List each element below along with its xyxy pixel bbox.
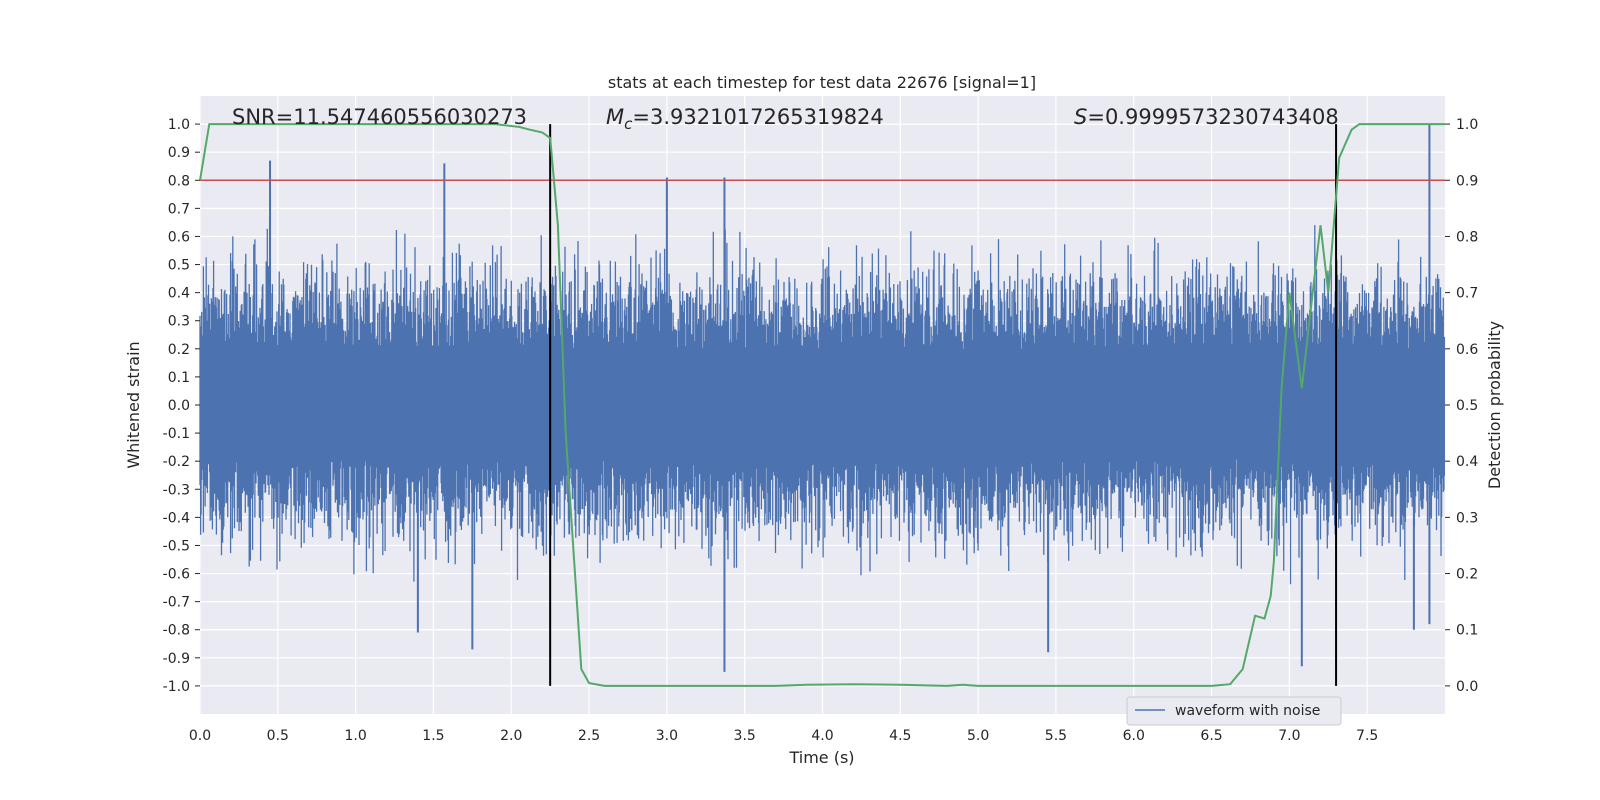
x-tick-label: 4.5 — [889, 728, 911, 744]
x-tick-label: 7.0 — [1278, 728, 1300, 744]
x-tick-label: 3.5 — [734, 728, 756, 744]
x-tick-label: 5.5 — [1045, 728, 1067, 744]
y-tick-label: 0.8 — [168, 173, 190, 189]
probability-series — [199, 123, 1445, 687]
x-tick-label: 7.5 — [1356, 728, 1378, 744]
y-ticks: 1.0 0.9 0.8 0.7 0.6 0.5 0.4 0.3 0.2 0.1 0.0 -0.1 -0.… — [163, 117, 200, 695]
y-tick-label: -0.8 — [163, 623, 190, 639]
chirp-mass-symbol: M — [606, 105, 624, 129]
s-annotation: S=0.9999573230743408 — [1074, 105, 1339, 129]
probability-line — [199, 123, 1445, 687]
y2-tick-label: 0.6 — [1456, 342, 1478, 358]
chirp-mass-subscript: c — [624, 115, 633, 133]
y2-tick-label: 0.2 — [1456, 567, 1478, 583]
x-tick-label: 3.0 — [656, 728, 678, 744]
x-tick-label: 1.5 — [422, 728, 444, 744]
y2-tick-label: 0.7 — [1456, 286, 1478, 302]
legend: waveform with noise — [1126, 696, 1342, 726]
y2-tick-label: 0.9 — [1456, 173, 1478, 189]
x-tick-label: 0.0 — [189, 728, 211, 744]
x-tick-label: 2.5 — [578, 728, 600, 744]
y-tick-label: 0.9 — [168, 145, 190, 161]
y-tick-label: -0.5 — [163, 538, 190, 554]
x-tick-label: 1.0 — [344, 728, 366, 744]
y-tick-label: 0.5 — [168, 258, 190, 274]
y-tick-label: 0.1 — [168, 370, 190, 386]
x-tick-label: 2.0 — [500, 728, 522, 744]
x-axis-label: Time (s) — [788, 748, 854, 767]
s-value: =0.9999573230743408 — [1087, 105, 1338, 129]
y-tick-label: -0.6 — [163, 567, 190, 583]
y-tick-label: 0.4 — [168, 286, 190, 302]
x-tick-label: 6.0 — [1123, 728, 1145, 744]
y2-tick-label: 0.5 — [1456, 398, 1478, 414]
y2-tick-label: 0.4 — [1456, 454, 1478, 470]
y2-tick-label: 0.1 — [1456, 623, 1478, 639]
x-tick-label: 0.5 — [267, 728, 289, 744]
y-tick-label: -0.4 — [163, 510, 190, 526]
chirp-mass-annotation: Mc=3.9321017265319824 — [606, 105, 884, 133]
y-tick-label: 0.0 — [168, 398, 190, 414]
y-tick-label: 0.6 — [168, 229, 190, 245]
y-tick-label: -0.7 — [163, 595, 190, 611]
y-tick-label: -0.9 — [163, 651, 190, 667]
y2-tick-label: 0.3 — [1456, 510, 1478, 526]
y2-ticks: 1.0 0.9 0.8 0.7 0.6 0.5 0.4 0.3 0.2 0.1 0.0 — [1445, 117, 1478, 695]
y-tick-label: 0.2 — [168, 342, 190, 358]
waveform-noise — [199, 217, 1446, 585]
y-tick-label: 0.3 — [168, 314, 190, 330]
y-tick-label: -0.3 — [163, 482, 190, 498]
y-tick-label: -0.2 — [163, 454, 190, 470]
y2-tick-label: 0.8 — [1456, 229, 1478, 245]
y-tick-label: 0.7 — [168, 201, 190, 217]
x-tick-label: 5.0 — [967, 728, 989, 744]
x-tick-label: 4.0 — [811, 728, 833, 744]
overlay-lines — [200, 124, 1445, 686]
y2-tick-label: 0.0 — [1456, 679, 1478, 695]
y-tick-label: -0.1 — [163, 426, 190, 442]
chirp-mass-value: =3.9321017265319824 — [632, 105, 883, 129]
y2-axis-label: Detection probability — [1485, 321, 1504, 489]
y-tick-label: -1.0 — [163, 679, 190, 695]
s-symbol: S — [1074, 105, 1087, 129]
y-tick-label: 1.0 — [168, 117, 190, 133]
x-tick-label: 6.5 — [1200, 728, 1222, 744]
waveform-series — [199, 124, 1446, 672]
x-ticks: 0.0 0.5 1.0 1.5 2.0 2.5 3.0 3.5 4.0 4.5 5.0 5.5 6.0 6… — [189, 728, 1378, 744]
legend-box — [1126, 696, 1342, 726]
snr-annotation: SNR=11.547460556030273 — [232, 105, 527, 129]
y-axis-label: Whitened strain — [124, 341, 143, 468]
chart-title: stats at each timestep for test data 226… — [608, 73, 1036, 92]
y2-tick-label: 1.0 — [1456, 117, 1478, 133]
legend-entry-waveform: waveform with noise — [1175, 703, 1320, 719]
